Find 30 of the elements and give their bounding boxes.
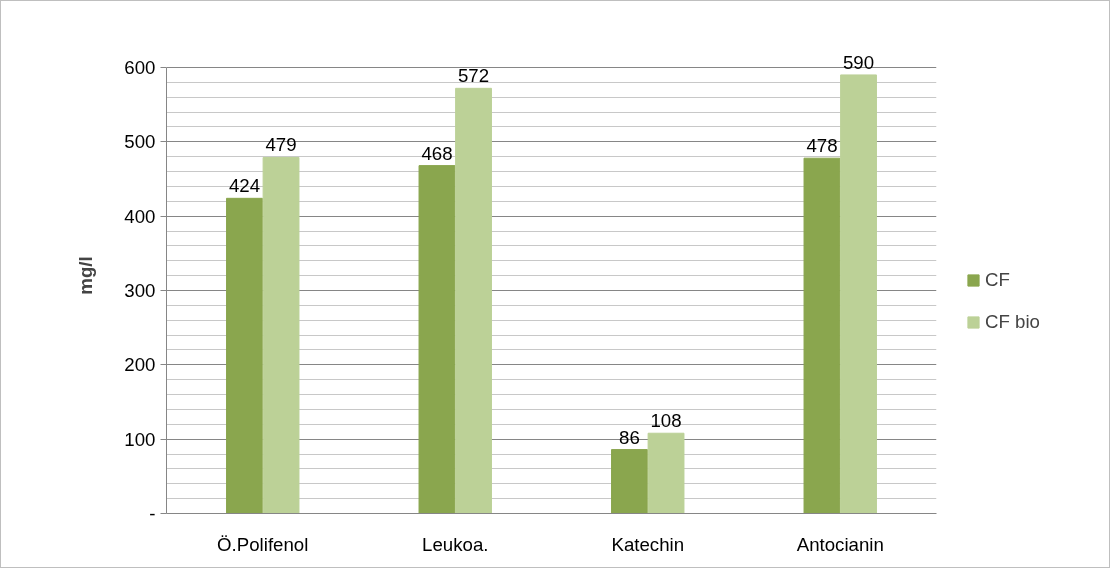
bar [262,156,300,514]
data-label: 108 [650,410,682,432]
x-tick-label: Antocianin [796,533,884,555]
bar [647,432,685,514]
data-label: 468 [421,142,453,164]
y-tick-label: 300 [124,280,156,301]
data-label: 590 [842,51,875,73]
data-label: 479 [265,134,297,156]
x-tick-label: Ö.Polifenol [217,533,309,555]
bar [803,157,841,514]
y-axis-title: mg/l [75,256,97,295]
y-tick-label: 100 [124,428,156,450]
data-label: 86 [619,426,640,448]
y-tick-label: 500 [124,131,156,153]
bar [840,74,877,514]
x-tick-label: Leukoa. [422,533,489,555]
bar [455,87,492,514]
data-label: 572 [457,65,490,87]
data-label: 478 [806,135,838,157]
y-tick-label: - [149,503,156,524]
bar [226,197,263,514]
y-tick-label: 600 [124,57,156,78]
legend-label: CF [985,269,1010,291]
bar [611,449,648,514]
legend-label: CF bio [985,311,1040,333]
x-tick-label: Katechin [611,533,685,555]
y-tick-label: 200 [124,354,156,376]
bar [418,165,456,514]
data-label: 424 [228,175,261,197]
y-tick-label: 400 [124,205,156,227]
